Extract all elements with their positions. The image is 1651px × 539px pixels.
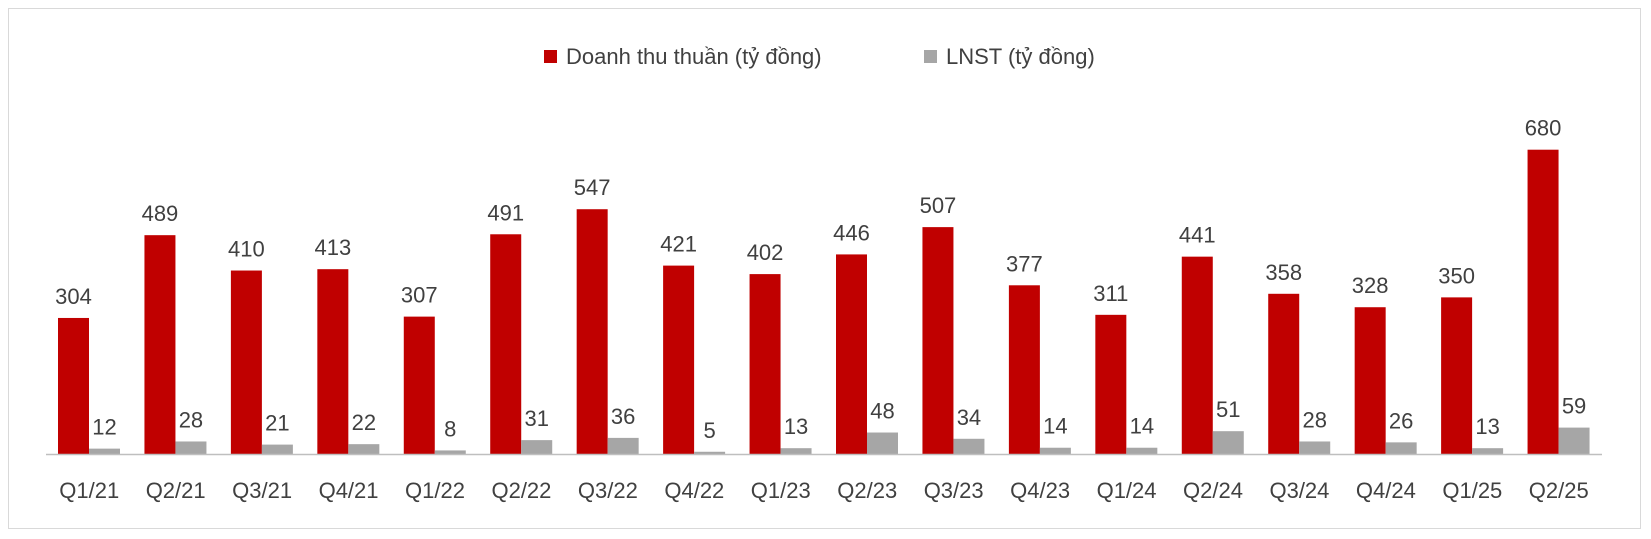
- bar-revenue-Q3-22: [576, 209, 608, 454]
- x-tick-labels: Q1/21 Q2/21 Q3/21 Q4/21 Q1/22 Q2/22 Q3/22 Q4/22…: [59, 478, 1588, 503]
- data-label-revenue-Q2-22: 491: [487, 200, 524, 225]
- data-label-revenue-Q1-22: 307: [401, 283, 438, 308]
- bar-lnst-Q4-23: [1039, 447, 1071, 454]
- data-label-lnst-Q3-22: 36: [611, 404, 635, 429]
- data-label-revenue-Q3-21: 410: [228, 237, 265, 262]
- bar-revenue-Q2-25: [1527, 149, 1559, 454]
- data-label-lnst-Q2-24: 51: [1216, 397, 1240, 422]
- data-label-lnst-Q1-24: 14: [1130, 414, 1154, 439]
- bar-lnst-Q2-23: [867, 432, 898, 454]
- bar-revenue-Q3-24: [1268, 293, 1300, 454]
- data-label-lnst-Q3-21: 21: [265, 411, 289, 436]
- bar-lnst-Q1-24: [1126, 447, 1158, 454]
- bar-revenue-Q4-22: [663, 265, 695, 454]
- x-tick-label: Q2/23: [837, 478, 897, 503]
- bar-revenue-Q2-23: [836, 254, 867, 454]
- x-tick-label: Q4/22: [664, 478, 724, 503]
- bar-lnst-Q3-21: [261, 444, 293, 454]
- x-tick-label: Q3/23: [924, 478, 984, 503]
- x-tick-label: Q4/23: [1010, 478, 1070, 503]
- bar-lnst-Q2-21: [175, 441, 207, 454]
- x-tick-label: Q2/21: [146, 478, 206, 503]
- bar-lnst-Q3-23: [953, 438, 985, 454]
- bar-lnst-Q2-24: [1212, 431, 1244, 454]
- x-tick-label: Q2/24: [1183, 478, 1243, 503]
- data-label-revenue-Q1-25: 350: [1438, 263, 1475, 288]
- bar-revenue-Q1-25: [1441, 297, 1473, 454]
- data-label-lnst-Q2-23: 48: [870, 399, 894, 424]
- data-label-revenue-Q1-21: 304: [55, 284, 92, 309]
- x-tick-label: Q4/24: [1356, 478, 1416, 503]
- bar-revenue-Q1-24: [1095, 314, 1127, 454]
- data-label-revenue-Q4-24: 328: [1352, 273, 1389, 298]
- bar-lnst-Q4-21: [348, 444, 380, 454]
- legend-label-lnst: LNST (tỷ đồng): [946, 44, 1095, 69]
- data-label-revenue-Q2-24: 441: [1179, 223, 1216, 248]
- bar-lnst-Q1-23: [780, 448, 812, 454]
- bar-lnst-Q3-24: [1299, 441, 1331, 454]
- x-tick-label: Q1/25: [1442, 478, 1502, 503]
- data-label-revenue-Q1-23: 402: [747, 240, 784, 265]
- data-label-lnst-Q1-23: 13: [784, 414, 808, 439]
- data-label-revenue-Q1-24: 311: [1093, 281, 1128, 306]
- x-tick-label: Q2/25: [1529, 478, 1589, 503]
- data-label-revenue-Q3-23: 507: [920, 193, 957, 218]
- data-label-lnst-Q1-22: 8: [444, 416, 456, 441]
- data-label-lnst-Q2-22: 31: [524, 406, 548, 431]
- bar-lnst-Q1-21: [89, 448, 120, 454]
- legend-swatch-revenue: [544, 50, 557, 63]
- data-label-revenue-Q4-22: 421: [660, 232, 697, 257]
- bar-revenue-Q3-21: [230, 270, 262, 454]
- bar-revenue-Q1-23: [749, 274, 781, 454]
- x-tick-label: Q1/23: [751, 478, 811, 503]
- bar-lnst-Q2-25: [1558, 427, 1590, 454]
- data-label-lnst-Q2-25: 59: [1562, 394, 1586, 419]
- data-label-revenue-Q3-24: 358: [1265, 260, 1302, 285]
- bar-revenue-Q2-21: [144, 235, 176, 454]
- data-label-revenue-Q4-23: 377: [1006, 251, 1043, 276]
- x-tick-label: Q4/21: [319, 478, 379, 503]
- bar-lnst-Q4-22: [694, 451, 726, 454]
- x-tick-label: Q1/24: [1097, 478, 1157, 503]
- data-label-lnst-Q4-23: 14: [1043, 414, 1067, 439]
- data-label-lnst-Q3-23: 34: [957, 405, 981, 430]
- x-tick-label: Q1/22: [405, 478, 465, 503]
- legend-swatch-lnst: [924, 50, 937, 63]
- legend: Doanh thu thuần (tỷ đồng) LNST (tỷ đồng): [544, 44, 1095, 69]
- data-label-lnst-Q2-21: 28: [179, 407, 203, 432]
- bar-lnst-Q1-25: [1472, 448, 1504, 454]
- bars-layer: 304 12 489 28 410 21 413 22 307 8 491 31 547 36 421 5 40…: [55, 116, 1590, 454]
- bar-revenue-Q4-21: [317, 269, 349, 454]
- bar-lnst-Q2-22: [521, 440, 553, 454]
- data-label-lnst-Q3-24: 28: [1302, 407, 1326, 432]
- data-label-revenue-Q4-21: 413: [314, 235, 351, 260]
- data-label-lnst-Q4-21: 22: [352, 410, 376, 435]
- data-label-lnst-Q1-21: 12: [92, 415, 116, 440]
- legend-label-revenue: Doanh thu thuần (tỷ đồng): [566, 44, 822, 69]
- data-label-revenue-Q2-23: 446: [833, 220, 870, 245]
- data-label-revenue-Q3-22: 547: [574, 175, 611, 200]
- bar-lnst-Q4-24: [1385, 442, 1417, 454]
- bar-revenue-Q1-22: [403, 316, 435, 454]
- bar-lnst-Q1-22: [434, 450, 466, 454]
- bar-revenue-Q4-23: [1008, 285, 1040, 454]
- x-tick-label: Q2/22: [491, 478, 551, 503]
- bar-revenue-Q1-21: [58, 317, 89, 454]
- bar-revenue-Q4-24: [1354, 307, 1386, 454]
- data-label-revenue-Q2-21: 489: [142, 201, 179, 226]
- bar-revenue-Q2-24: [1181, 256, 1213, 454]
- bar-revenue-Q3-23: [922, 227, 954, 454]
- data-label-lnst-Q1-25: 13: [1475, 414, 1499, 439]
- bar-revenue-Q2-22: [490, 234, 522, 454]
- bar-lnst-Q3-22: [607, 437, 639, 454]
- x-tick-label: Q3/21: [232, 478, 292, 503]
- data-label-lnst-Q4-22: 5: [703, 418, 715, 443]
- x-tick-label: Q3/24: [1269, 478, 1329, 503]
- data-label-revenue-Q2-25: 680: [1525, 116, 1562, 141]
- x-tick-label: Q1/21: [59, 478, 119, 503]
- x-tick-label: Q3/22: [578, 478, 638, 503]
- data-label-lnst-Q4-24: 26: [1389, 408, 1413, 433]
